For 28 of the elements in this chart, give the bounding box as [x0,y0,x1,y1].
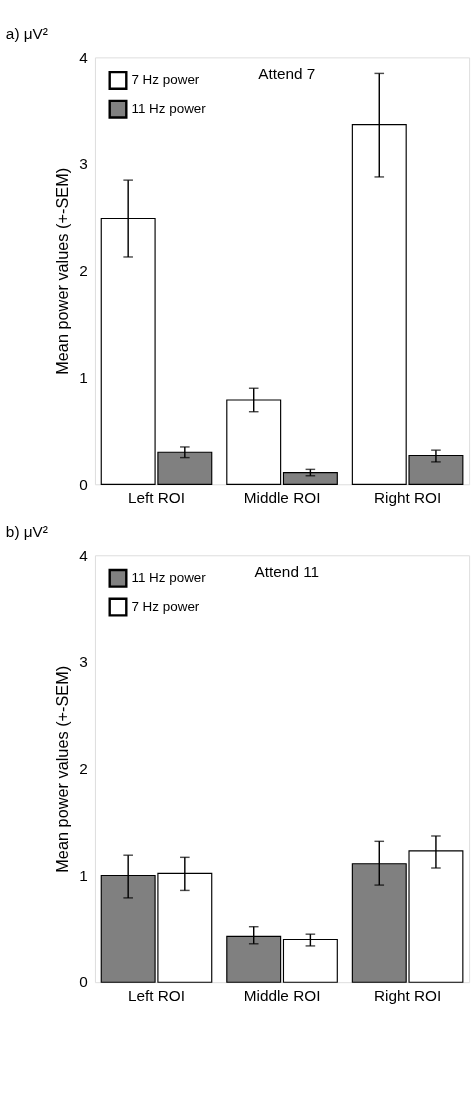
x-tick-label: Right ROI [373,986,442,1004]
chart-title: b) μV² [5,523,48,541]
x-tick-label: Middle ROI [243,489,321,507]
y-tick-label: 1 [79,368,88,386]
chart-title: a) μV² [5,25,48,43]
y-tick-label: 2 [79,262,88,280]
y-tick-label: 3 [79,155,88,173]
x-tick-label: Middle ROI [243,986,321,1004]
y-tick-label: 4 [79,48,89,66]
y-tick-label: 2 [79,760,88,778]
x-tick-label: Left ROI [127,489,186,507]
y-tick-label: 0 [79,973,88,991]
legend-label: 11 Hz power [131,101,207,117]
bar [282,471,338,485]
y-axis-title: Mean power values (+-SEM) [52,665,71,873]
x-tick-label: Right ROI [373,489,442,507]
bar [282,938,338,983]
y-tick-label: 0 [79,475,88,493]
text: Attend 7 [258,65,316,83]
y-tick-label: 1 [79,866,88,884]
text: Attend 11 [254,563,320,581]
x-tick-label: Left ROI [127,986,186,1004]
legend-label: 11 Hz power [131,570,207,586]
y-tick-label: 4 [79,546,89,564]
y-tick-label: 3 [79,653,88,671]
y-axis-title: Mean power values (+-SEM) [52,167,71,375]
legend-label: 7 Hz power [131,72,200,88]
legend-label: 7 Hz power [131,598,200,614]
